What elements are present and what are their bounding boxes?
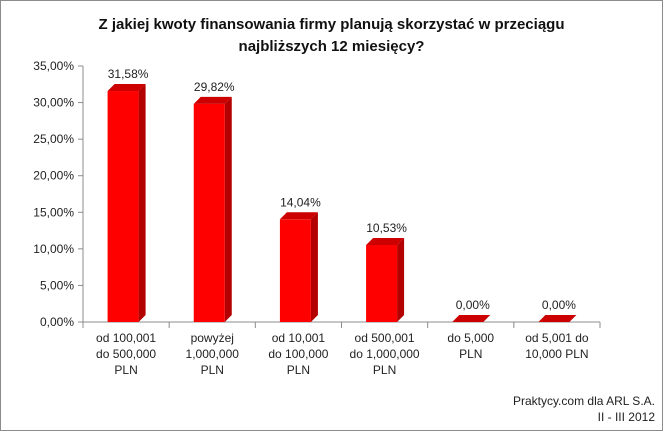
bar-top [193,96,232,104]
x-tick-label: do 100,000 [268,347,328,361]
bar-value-label: 29,82% [194,80,235,94]
bar-top [538,315,577,322]
bar-value-label: 14,04% [280,195,321,209]
bar [366,244,398,322]
bar-top [107,84,146,92]
chart-title-line-1: Z jakiej kwoty finansowania firmy planuj… [98,16,565,33]
x-tick-label: powyżej [191,331,234,345]
bar-side [310,212,318,322]
bar [279,219,311,322]
x-tick-label: PLN [373,363,396,377]
chart-footer: Praktycy.com dla ARL S.A. II - III 2012 [513,393,655,425]
bar-value-label: 31,58% [108,67,149,81]
bar [107,91,139,322]
x-tick-label: PLN [287,363,310,377]
bar-top [279,212,318,220]
y-tick-label: 10,00% [33,242,74,256]
y-tick-label: 35,00% [33,59,74,73]
bar-value-label: 0,00% [542,298,576,312]
y-tick-label: 20,00% [33,169,74,183]
bar-top [366,237,405,245]
footer-source: Praktycy.com dla ARL S.A. [512,394,655,408]
bar-value-label: 0,00% [456,298,490,312]
footer-date: II - III 2012 [597,410,655,424]
chart-title: Z jakiej kwoty finansowania firmy planuj… [0,14,663,58]
y-tick-label: 5,00% [40,278,74,292]
x-tick-label: do 500,000 [96,347,156,361]
bar-value-label: 10,53% [366,221,407,235]
x-tick-label: od 500,001 [355,331,415,345]
y-tick-label: 15,00% [33,205,74,219]
bar-side [138,84,146,322]
x-tick-label: PLN [201,363,224,377]
y-tick-label: 30,00% [33,96,74,110]
x-tick-label: od 10,001 [272,331,326,345]
bar-side [224,96,232,322]
x-tick-label: do 5,000 [447,331,494,345]
x-tick-label: 1,000,000 [186,347,240,361]
x-tick-label: do 1,000,000 [350,347,420,361]
y-tick-label: 0,00% [40,315,74,329]
x-tick-label: PLN [459,347,482,361]
x-tick-label: 10,000 PLN [525,347,588,361]
x-tick-label: od 5,001 do [525,331,589,345]
y-tick-label: 25,00% [33,132,74,146]
bar-side [397,237,405,322]
bar [193,103,225,322]
x-tick-label: PLN [114,363,137,377]
bar-top [452,315,491,322]
x-tick-label: od 100,001 [96,331,156,345]
chart-title-line-2: najbliższych 12 miesięcy? [238,38,425,55]
